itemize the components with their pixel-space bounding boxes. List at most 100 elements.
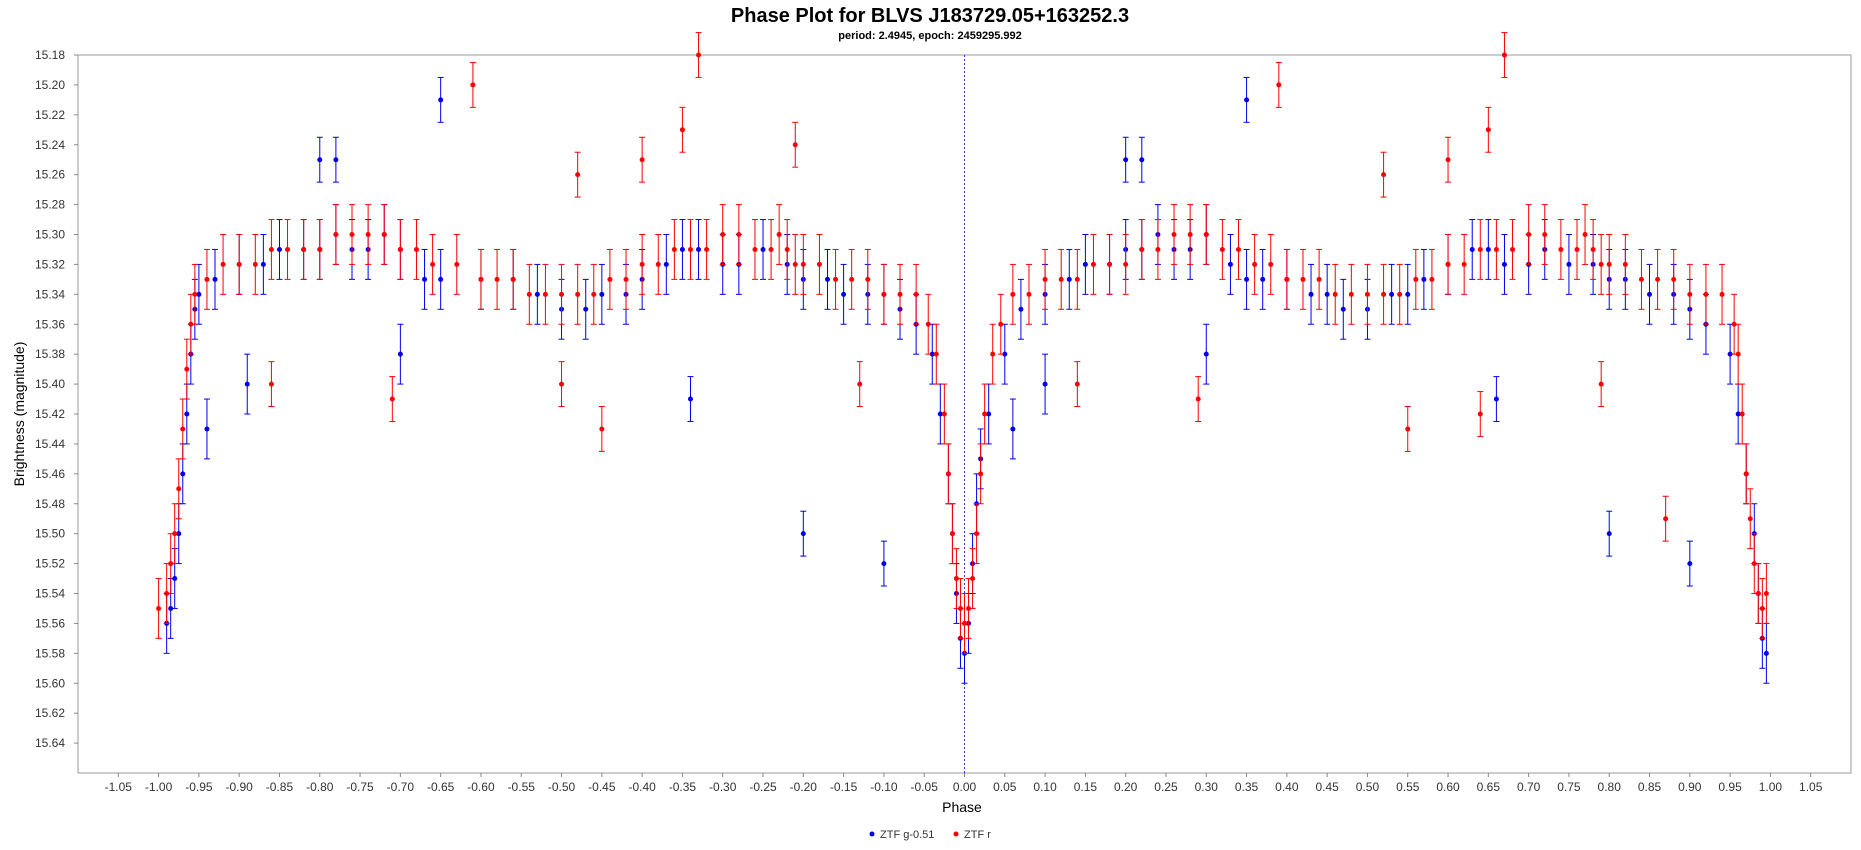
series-layer [155, 32, 1770, 684]
data-point [1123, 261, 1129, 267]
data-point [1203, 232, 1209, 237]
data-point [1010, 291, 1016, 297]
data-point [1727, 351, 1733, 357]
data-point [1759, 605, 1765, 611]
y-tick-label: 15.62 [35, 706, 65, 720]
y-tick-label: 15.58 [35, 646, 65, 660]
data-point [1763, 650, 1769, 656]
data-point [1469, 246, 1475, 252]
x-tick-label: -0.75 [346, 780, 374, 794]
data-point [998, 321, 1004, 327]
data-point [1260, 276, 1266, 282]
data-point [1284, 276, 1290, 282]
data-point [655, 261, 661, 267]
data-point [1526, 232, 1532, 237]
data-point [204, 276, 210, 282]
data-point [1647, 291, 1653, 297]
y-tick-label: 15.28 [35, 198, 65, 212]
data-point [1671, 276, 1677, 282]
data-point [1703, 291, 1709, 297]
data-point [559, 381, 565, 387]
data-point [1582, 232, 1588, 237]
data-point [913, 291, 919, 297]
data-point [470, 82, 476, 88]
data-point [1622, 261, 1628, 267]
series-ztf-r [155, 32, 1770, 654]
y-tick-label: 15.40 [35, 377, 65, 391]
data-point [760, 246, 766, 252]
data-point [833, 276, 839, 282]
data-point [1501, 52, 1507, 58]
data-point [1445, 261, 1451, 267]
x-tick-label: -0.35 [669, 780, 697, 794]
data-point [1397, 291, 1403, 297]
data-point [599, 426, 605, 432]
data-point [1739, 411, 1745, 417]
x-tick-label: -0.10 [870, 780, 898, 794]
data-point [679, 127, 685, 133]
y-tick-label: 15.20 [35, 78, 65, 92]
data-point [933, 351, 939, 357]
data-point [881, 291, 887, 297]
data-point [1316, 276, 1322, 282]
y-tick-label: 15.50 [35, 527, 65, 541]
x-tick-label: -0.25 [749, 780, 777, 794]
x-tick-label: -0.40 [628, 780, 656, 794]
x-tick-label: 1.05 [1799, 780, 1823, 794]
data-point [776, 232, 782, 237]
data-point [978, 471, 984, 477]
data-point [990, 351, 996, 357]
data-point [937, 411, 943, 417]
data-point [559, 291, 565, 297]
data-point [623, 276, 629, 282]
data-point [1493, 246, 1499, 252]
data-point [285, 246, 291, 252]
data-point [639, 261, 645, 267]
data-point [1171, 232, 1177, 237]
x-tick-label: 0.20 [1114, 780, 1138, 794]
data-point [800, 531, 806, 537]
x-tick-label: -0.50 [548, 780, 576, 794]
data-point [276, 246, 282, 252]
data-point [1324, 291, 1330, 297]
data-point [172, 531, 178, 537]
data-point [349, 232, 355, 237]
data-point [268, 246, 274, 252]
data-point [1332, 291, 1338, 297]
data-point [1751, 561, 1757, 567]
data-point [1187, 232, 1193, 237]
data-point [1002, 351, 1008, 357]
x-axis-label: Phase [942, 799, 982, 815]
y-tick-label: 15.32 [35, 257, 65, 271]
data-point [1493, 396, 1499, 402]
x-tick-label: -0.05 [911, 780, 939, 794]
x-tick-label: 0.40 [1275, 780, 1299, 794]
data-point [949, 531, 955, 537]
data-point [1066, 276, 1072, 282]
data-point [534, 291, 540, 297]
data-point [438, 97, 444, 103]
data-point [591, 291, 597, 297]
data-point [1405, 426, 1411, 432]
data-point [970, 576, 976, 582]
data-point [1429, 276, 1435, 282]
data-point [1244, 276, 1250, 282]
data-point [881, 561, 887, 567]
data-point [599, 291, 605, 297]
data-point [1638, 276, 1644, 282]
data-point [1542, 232, 1548, 237]
data-point [1364, 291, 1370, 297]
data-point [220, 261, 226, 267]
data-point [1090, 261, 1096, 267]
data-point [1461, 261, 1467, 267]
data-point [317, 157, 323, 163]
data-point [1074, 276, 1080, 282]
x-tick-label: -0.55 [508, 780, 536, 794]
data-point [1413, 276, 1419, 282]
x-tick-label: 0.15 [1074, 780, 1098, 794]
data-point [454, 261, 460, 267]
data-point [1510, 246, 1516, 252]
x-tick-label: -0.90 [226, 780, 254, 794]
